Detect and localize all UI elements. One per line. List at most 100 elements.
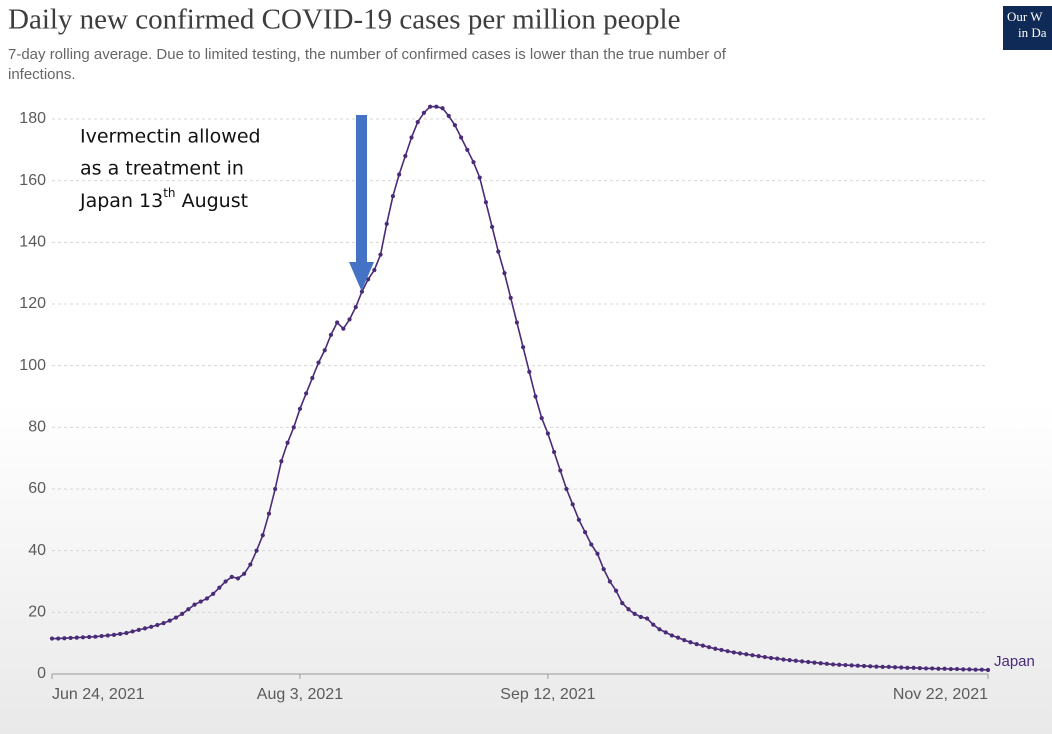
- data-point: [558, 468, 563, 473]
- data-point: [886, 664, 891, 670]
- data-point: [304, 391, 309, 396]
- data-point: [638, 614, 643, 620]
- data-point: [378, 252, 383, 257]
- data-point: [273, 486, 278, 492]
- data-point: [409, 135, 414, 140]
- data-point: [372, 267, 377, 273]
- data-point: [861, 663, 867, 669]
- data-point: [297, 406, 303, 411]
- arrow-head: [349, 262, 374, 291]
- data-point: [359, 289, 365, 294]
- subtitle: 7-day rolling average. Due to limited te…: [8, 46, 727, 63]
- data-point: [291, 425, 296, 430]
- data-point: [806, 659, 811, 665]
- data-point: [768, 655, 774, 661]
- data-point: [471, 160, 476, 165]
- y-tick-label: 120: [19, 295, 46, 312]
- data-point: [651, 622, 656, 627]
- data-point: [607, 579, 612, 584]
- annotation: Ivermectin allowed as a treatment in Jap…: [79, 115, 374, 291]
- data-point: [440, 106, 445, 111]
- data-point: [669, 633, 674, 638]
- x-tick-label: Nov 22, 2021: [893, 686, 988, 703]
- data-point: [954, 666, 960, 672]
- data-point: [731, 650, 736, 655]
- data-point: [576, 517, 581, 522]
- annotation-text: Ivermectin allowed: [80, 126, 261, 148]
- data-point: [452, 123, 458, 128]
- data-point: [744, 652, 749, 657]
- data-point: [335, 320, 340, 325]
- data-point: [936, 666, 941, 671]
- x-tick-label: Sep 12, 2021: [500, 686, 595, 703]
- data-point: [223, 579, 228, 584]
- data-point: [211, 591, 216, 596]
- data-point: [322, 348, 327, 353]
- data-point: [868, 664, 873, 669]
- data-point: [260, 533, 265, 538]
- data-point: [130, 629, 135, 634]
- data-point: [762, 654, 767, 660]
- data-point: [310, 375, 315, 381]
- y-tick-label: 140: [19, 234, 46, 251]
- data-point: [434, 104, 439, 109]
- data-point: [750, 653, 755, 658]
- data-point: [899, 665, 904, 670]
- annotation-text: Japan 13: [79, 190, 163, 212]
- data-point: [198, 599, 203, 604]
- logo: [1003, 6, 1052, 50]
- x-tick-label: Jun 24, 2021: [52, 686, 145, 703]
- data-point: [675, 635, 681, 640]
- data-point: [415, 119, 420, 125]
- data-point: [279, 459, 284, 464]
- data-point: [111, 632, 117, 637]
- data-point: [582, 530, 588, 535]
- data-point: [613, 588, 619, 593]
- data-point: [706, 645, 712, 650]
- data-point: [787, 658, 792, 663]
- data-point: [161, 621, 166, 626]
- y-tick-label: 160: [19, 172, 46, 189]
- data-point: [56, 636, 61, 641]
- data-point: [564, 486, 569, 492]
- data-point: [87, 634, 92, 640]
- data-point: [235, 576, 241, 581]
- annotation-text: August: [176, 190, 249, 212]
- data-point: [961, 667, 966, 672]
- arrow-shaft: [356, 115, 367, 265]
- plot: 0 20 40 60 80 100 120 140 160 180 Jun 24, 2021 Aug …: [19, 104, 1035, 703]
- data-point: [775, 656, 780, 661]
- data-point: [93, 634, 98, 639]
- data-point: [799, 659, 805, 664]
- y-tick-label: 100: [19, 357, 46, 374]
- data-point: [663, 630, 668, 635]
- data-point: [539, 415, 544, 421]
- data-point: [595, 551, 600, 556]
- data-point: [285, 440, 290, 445]
- data-point: [204, 596, 210, 601]
- data-point: [248, 562, 253, 567]
- data-point: [341, 326, 346, 331]
- data-point: [384, 221, 389, 226]
- logo-text: Our W: [1007, 9, 1043, 24]
- data-point: [397, 172, 402, 177]
- data-point: [520, 345, 526, 350]
- data-point: [923, 666, 929, 671]
- data-point: [967, 667, 972, 672]
- data-point: [917, 666, 922, 671]
- data-point: [793, 658, 798, 663]
- data-point: [657, 627, 662, 632]
- data-point: [781, 657, 786, 662]
- y-tick-label: 0: [37, 665, 46, 682]
- data-point: [316, 360, 321, 365]
- data-point: [942, 666, 947, 671]
- x-tick-label: Aug 3, 2021: [257, 686, 343, 703]
- data-point: [570, 502, 575, 507]
- data-point: [837, 662, 842, 667]
- data-point: [496, 249, 501, 254]
- data-point: [254, 548, 259, 553]
- data-point: [626, 607, 631, 612]
- data-point: [229, 574, 234, 579]
- data-point: [644, 616, 650, 621]
- data-point: [589, 542, 594, 547]
